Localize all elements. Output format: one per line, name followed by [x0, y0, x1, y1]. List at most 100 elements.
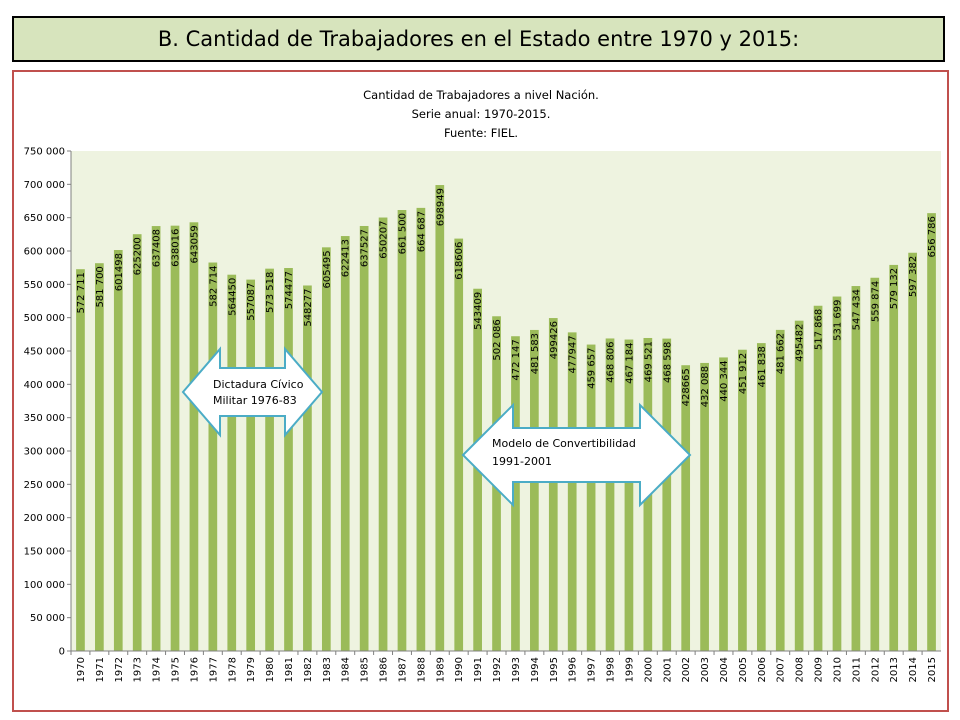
data-label: 472 147 — [511, 339, 522, 380]
x-tick-label: 2011 — [851, 657, 862, 682]
data-label: 574477 — [284, 271, 295, 309]
x-tick-label: 1986 — [379, 657, 390, 682]
x-tick-label: 2002 — [681, 657, 692, 682]
bar — [284, 268, 293, 651]
bar — [227, 274, 237, 651]
x-tick-label: 1998 — [606, 657, 617, 682]
x-tick-label: 1991 — [473, 657, 484, 682]
x-tick-label: 2010 — [832, 657, 843, 682]
section-header: B. Cantidad de Trabajadores en el Estado… — [12, 16, 945, 62]
data-label: 531 699 — [832, 300, 843, 341]
bar — [756, 343, 766, 651]
x-tick-label: 2009 — [814, 657, 825, 682]
bar — [340, 236, 350, 652]
x-tick-label: 1997 — [587, 657, 598, 682]
data-label: 637527 — [360, 229, 371, 267]
bar — [189, 222, 199, 651]
x-tick-label: 2001 — [662, 657, 673, 682]
x-tick-label: 2007 — [776, 657, 787, 682]
bar — [246, 279, 256, 651]
bar — [151, 226, 161, 651]
data-label: 579 132 — [889, 268, 900, 309]
bar — [95, 263, 104, 651]
x-tick-label: 1987 — [397, 657, 408, 682]
x-tick-label: 1980 — [265, 657, 276, 682]
chart-title-line-1: Cantidad de Trabajadores a nivel Nación. — [363, 88, 599, 102]
chart-title-line-3: Fuente: FIEL. — [444, 126, 518, 140]
y-axis: 0 50 000 100 000 150 000 200 000 250 000 300 0… — [24, 147, 72, 658]
bar — [851, 286, 861, 651]
bar — [624, 339, 634, 651]
x-tick-label: 1970 — [76, 657, 87, 682]
data-label: 502 086 — [492, 319, 503, 360]
double-arrow-shape — [181, 346, 324, 438]
y-tick-label: 700 000 — [24, 180, 65, 191]
annotation-dictadura-line-1: Dictadura Cívico — [213, 378, 304, 391]
bar — [208, 262, 218, 651]
data-label: 601498 — [114, 253, 125, 291]
annotation-dictadura-line-2: Militar 1976-83 — [213, 394, 297, 407]
x-tick-label: 1996 — [568, 657, 579, 682]
x-tick-label: 1990 — [454, 657, 465, 682]
data-label: 432 088 — [700, 366, 711, 407]
bar — [870, 277, 880, 651]
data-label: 643059 — [189, 225, 200, 263]
bar — [908, 252, 917, 651]
bar — [378, 217, 388, 651]
x-tick-label: 1972 — [114, 657, 125, 682]
annotation-convertibilidad-arrow: Modelo de Convertibilidad 1991-2001 — [461, 402, 692, 508]
x-tick-label: 1973 — [133, 657, 144, 682]
x-tick-label: 2005 — [738, 657, 749, 682]
x-tick-label: 1984 — [341, 657, 352, 682]
bar — [548, 318, 558, 651]
data-label: 548277 — [303, 288, 314, 326]
bar — [813, 305, 823, 651]
x-tick-label: 1993 — [511, 657, 522, 682]
bar — [170, 225, 180, 651]
chart-title-line-2: Serie anual: 1970-2015. — [412, 107, 551, 121]
y-tick-label: 150 000 — [24, 547, 65, 558]
data-label: 664 687 — [416, 211, 427, 252]
x-tick-label: 2003 — [700, 657, 711, 682]
y-tick-label: 250 000 — [24, 480, 65, 491]
annotation-convertibilidad-line-1: Modelo de Convertibilidad — [492, 437, 636, 450]
data-label: 650207 — [379, 221, 390, 259]
data-label: 495482 — [795, 324, 806, 362]
y-tick-label: 450 000 — [24, 347, 65, 358]
data-label: 517 868 — [814, 309, 825, 350]
data-label: 468 598 — [662, 342, 673, 383]
bar — [359, 225, 369, 651]
data-label: 440 344 — [719, 360, 730, 401]
x-tick-label: 2004 — [719, 657, 730, 682]
x-tick-label: 1974 — [152, 657, 163, 682]
data-label: 543409 — [473, 292, 484, 330]
x-tick-label: 1994 — [530, 657, 541, 682]
x-tick-label: 2012 — [870, 657, 881, 682]
data-label: 605495 — [322, 250, 333, 288]
data-label: 428665 — [681, 368, 692, 406]
bar — [397, 210, 407, 651]
x-tick-label: 1976 — [189, 657, 200, 682]
bar — [511, 336, 520, 651]
bar — [832, 296, 842, 651]
data-label: 477947 — [568, 335, 579, 373]
bar — [265, 268, 274, 651]
data-label: 451 912 — [738, 353, 749, 394]
data-label: 638016 — [171, 229, 182, 267]
bar — [662, 338, 672, 651]
bar — [303, 285, 312, 651]
x-tick-label: 2015 — [927, 657, 938, 682]
data-label: 459 657 — [587, 348, 598, 389]
data-label: 469 521 — [643, 341, 654, 382]
y-tick-label: 750 000 — [24, 147, 65, 158]
x-tick-label: 1992 — [492, 657, 503, 682]
y-tick-label: 50 000 — [30, 613, 65, 624]
bar — [927, 213, 936, 651]
x-tick-label: 1971 — [95, 657, 106, 682]
data-label: 656 786 — [927, 216, 938, 257]
data-label: 547 434 — [851, 289, 862, 330]
x-tick-label: 2008 — [795, 657, 806, 682]
data-label: 481 583 — [530, 333, 541, 374]
bar — [889, 264, 899, 651]
